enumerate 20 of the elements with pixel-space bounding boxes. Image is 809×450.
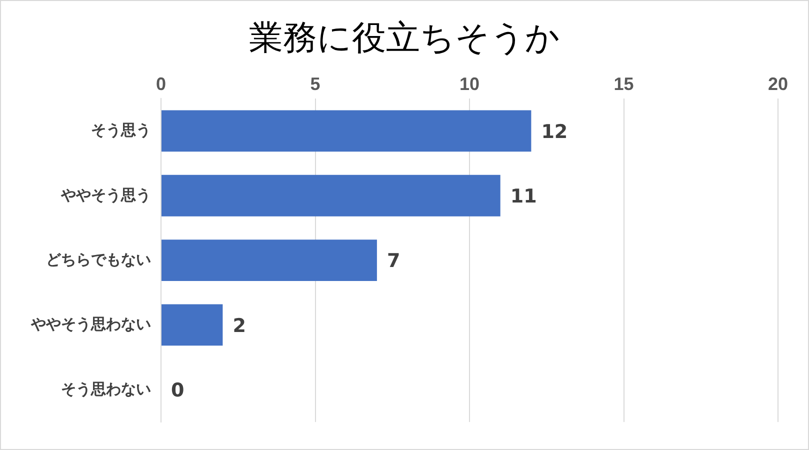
y-tick-label: ややそう思う (60, 186, 151, 204)
x-tick-label: 10 (459, 74, 480, 94)
data-label: 0 (171, 380, 184, 402)
y-tick-label: そう思う (91, 122, 151, 140)
x-tick-label: 20 (768, 74, 788, 94)
data-label: 12 (541, 120, 568, 143)
data-label: 11 (510, 186, 537, 208)
x-tick-label: 15 (614, 74, 634, 94)
chart-title: 業務に役立ちそうか (248, 17, 561, 60)
bar (162, 240, 377, 281)
data-label: 2 (232, 314, 246, 337)
y-tick-label: どちらでもない (46, 251, 151, 268)
x-tick-label: 5 (310, 74, 320, 94)
bar (162, 174, 500, 216)
x-tick-label: 0 (156, 74, 166, 94)
bar (162, 110, 532, 152)
data-label: 7 (386, 250, 400, 272)
y-tick-label: そう思わない (61, 380, 151, 398)
bar (162, 304, 223, 346)
y-tick-label: ややそう思わない (30, 316, 151, 334)
